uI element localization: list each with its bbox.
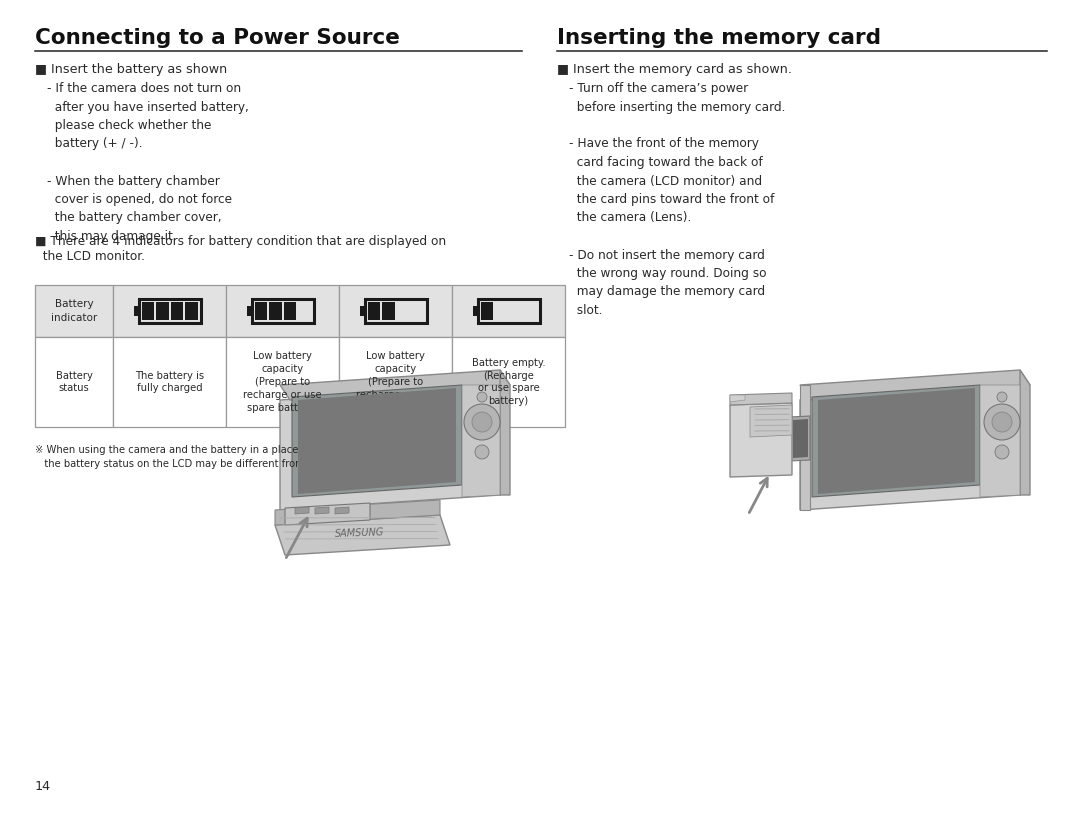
Bar <box>113 337 226 427</box>
Text: ■ Insert the battery as shown: ■ Insert the battery as shown <box>35 63 227 76</box>
Text: ■ Insert the memory card as shown.: ■ Insert the memory card as shown. <box>557 63 792 76</box>
Polygon shape <box>285 503 370 525</box>
Text: The battery is
fully charged: The battery is fully charged <box>135 371 204 394</box>
Circle shape <box>993 412 1012 432</box>
Text: Inserting the memory card: Inserting the memory card <box>557 28 881 48</box>
Text: SAMSUNG: SAMSUNG <box>335 527 384 539</box>
Bar <box>481 302 492 320</box>
Circle shape <box>984 404 1020 440</box>
Bar <box>226 337 339 427</box>
Polygon shape <box>298 388 456 494</box>
Polygon shape <box>789 416 810 461</box>
Polygon shape <box>750 405 792 437</box>
Text: - Turn off the camera’s power
  before inserting the memory card.

- Have the fr: - Turn off the camera’s power before ins… <box>569 82 785 317</box>
Bar <box>339 337 453 427</box>
Text: ■ There are 4 indicators for battery condition that are displayed on: ■ There are 4 indicators for battery con… <box>35 235 446 248</box>
Bar <box>226 285 339 337</box>
Text: Battery
indicator: Battery indicator <box>51 299 97 323</box>
Bar <box>255 302 267 320</box>
Bar <box>252 299 313 323</box>
Bar <box>365 299 427 323</box>
Text: Low battery
capacity
(Prepare to
recharge or use
spare battery): Low battery capacity (Prepare to recharg… <box>356 351 435 412</box>
Bar <box>453 337 565 427</box>
Polygon shape <box>275 500 440 525</box>
Text: ※ When using the camera and the battery in a place that is excessively cold or h: ※ When using the camera and the battery … <box>35 445 454 455</box>
Circle shape <box>464 404 500 440</box>
Bar <box>171 302 183 320</box>
Text: Battery empty.
(Recharge
or use spare
battery): Battery empty. (Recharge or use spare ba… <box>472 358 545 406</box>
Polygon shape <box>800 385 1020 510</box>
Bar <box>156 302 168 320</box>
Circle shape <box>997 392 1007 402</box>
Bar <box>360 306 365 316</box>
Polygon shape <box>462 385 500 497</box>
Polygon shape <box>793 419 808 458</box>
Text: Battery
status: Battery status <box>55 371 93 394</box>
Text: the LCD monitor.: the LCD monitor. <box>35 250 145 263</box>
Polygon shape <box>980 385 1020 497</box>
Text: Low battery
capacity
(Prepare to
recharge or use
spare battery): Low battery capacity (Prepare to recharg… <box>243 351 322 412</box>
Polygon shape <box>800 370 1030 400</box>
Bar <box>246 306 252 316</box>
Polygon shape <box>730 395 745 402</box>
Bar <box>473 306 477 316</box>
Polygon shape <box>818 388 975 494</box>
Bar <box>367 302 380 320</box>
Bar <box>113 285 226 337</box>
Text: - If the camera does not turn on
  after you have inserted battery,
  please che: - If the camera does not turn on after y… <box>48 82 248 243</box>
Text: Connecting to a Power Source: Connecting to a Power Source <box>35 28 400 48</box>
Bar <box>35 337 113 427</box>
Polygon shape <box>295 507 309 514</box>
Bar <box>35 285 113 337</box>
Circle shape <box>995 445 1009 459</box>
Polygon shape <box>280 370 510 400</box>
Bar <box>283 302 296 320</box>
Bar <box>138 299 201 323</box>
Bar <box>185 302 198 320</box>
Polygon shape <box>730 403 792 477</box>
Polygon shape <box>812 385 980 497</box>
Polygon shape <box>335 507 349 514</box>
Polygon shape <box>730 393 792 405</box>
Bar <box>382 302 394 320</box>
Polygon shape <box>1020 370 1030 495</box>
Bar <box>269 302 282 320</box>
Bar <box>339 285 453 337</box>
Bar <box>453 285 565 337</box>
Polygon shape <box>280 385 500 510</box>
Circle shape <box>475 445 489 459</box>
Circle shape <box>477 392 487 402</box>
Polygon shape <box>800 385 810 510</box>
Circle shape <box>472 412 492 432</box>
Polygon shape <box>275 515 450 555</box>
Bar <box>141 302 154 320</box>
Polygon shape <box>500 370 510 495</box>
Polygon shape <box>315 507 329 514</box>
Bar <box>134 306 138 316</box>
Text: 14: 14 <box>35 780 51 793</box>
Text: the battery status on the LCD may be different from the actual battery status.: the battery status on the LCD may be dif… <box>35 459 435 469</box>
Bar <box>477 299 540 323</box>
Polygon shape <box>292 385 462 497</box>
